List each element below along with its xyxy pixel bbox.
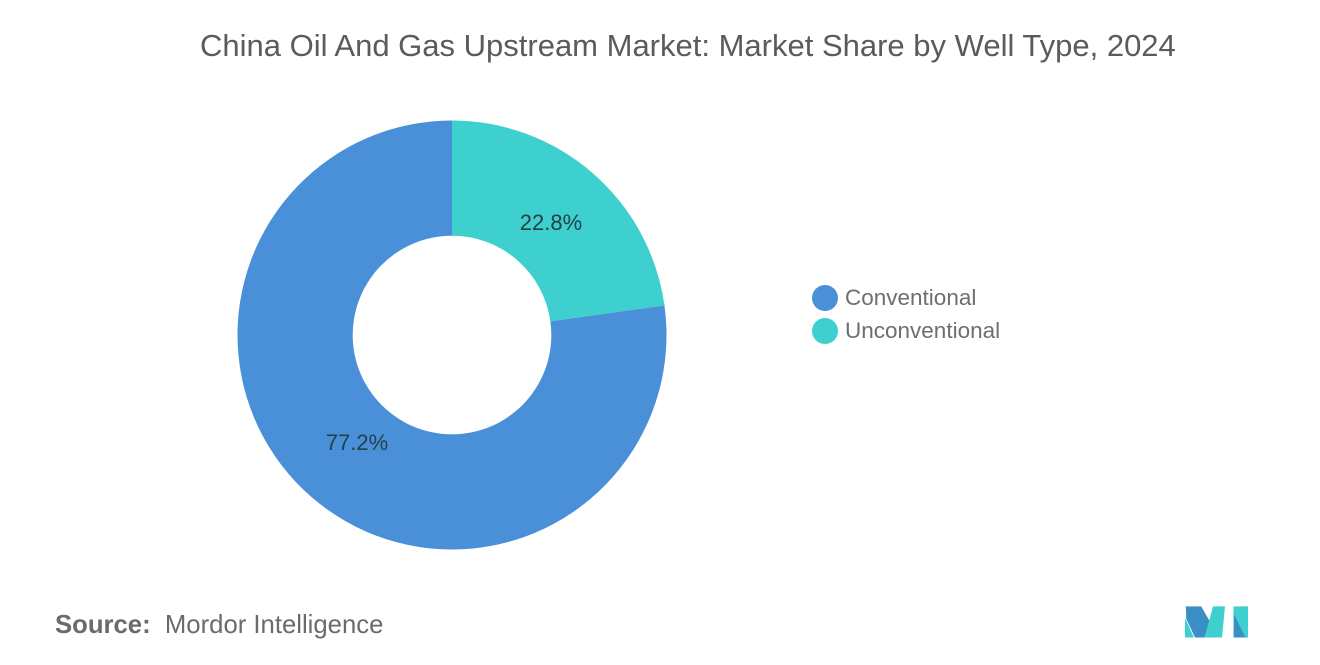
- svg-text:22.8%: 22.8%: [520, 210, 582, 235]
- svg-text:77.2%: 77.2%: [326, 430, 388, 455]
